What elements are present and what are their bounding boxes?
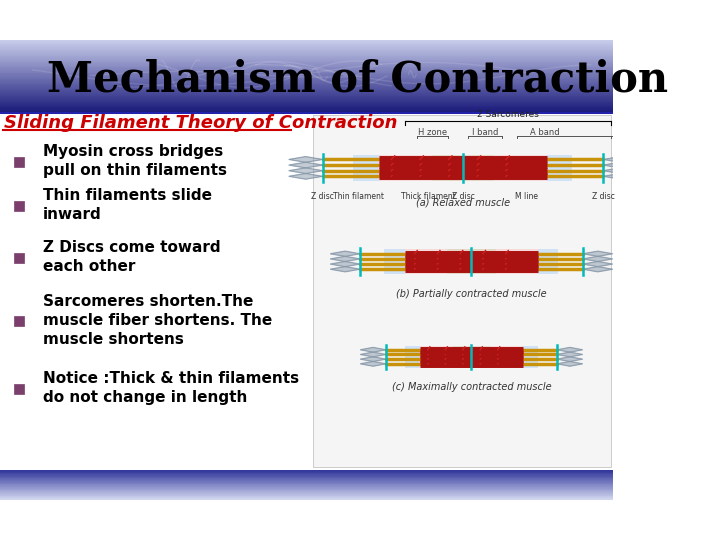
Text: Sarcomeres shorten.The
muscle fiber shortens. The
muscle shortens: Sarcomeres shorten.The muscle fiber shor…: [42, 294, 272, 347]
Polygon shape: [289, 157, 323, 163]
Bar: [405, 249, 539, 274]
Polygon shape: [583, 261, 613, 267]
Polygon shape: [583, 267, 613, 272]
Bar: [547, 154, 572, 181]
Text: Mechanism of Contraction: Mechanism of Contraction: [47, 58, 668, 100]
Bar: [420, 346, 523, 368]
Polygon shape: [360, 352, 386, 357]
Bar: [14, 157, 24, 167]
Polygon shape: [603, 168, 637, 173]
Text: H zone: H zone: [418, 129, 447, 138]
Bar: [432, 154, 494, 181]
Polygon shape: [289, 162, 323, 168]
Text: Z Discs come toward
each other: Z Discs come toward each other: [42, 240, 220, 274]
Text: Sliding Filament Theory of Contraction: Sliding Filament Theory of Contraction: [4, 114, 397, 132]
Bar: [379, 154, 547, 181]
Bar: [354, 154, 379, 181]
Bar: [453, 346, 490, 368]
Polygon shape: [603, 173, 637, 179]
Text: Z disc: Z disc: [451, 192, 474, 201]
Polygon shape: [360, 361, 386, 366]
Bar: [447, 249, 496, 274]
Polygon shape: [330, 261, 360, 267]
Bar: [405, 346, 420, 368]
Text: Z disc: Z disc: [592, 192, 615, 201]
Text: Thin filament: Thin filament: [333, 192, 384, 201]
Text: Thick filament: Thick filament: [401, 192, 456, 201]
Text: Myosin cross bridges
pull on thin filaments: Myosin cross bridges pull on thin filame…: [42, 144, 227, 178]
Text: (c) Maximally contracted muscle: (c) Maximally contracted muscle: [392, 382, 552, 393]
Text: A band: A band: [530, 129, 559, 138]
Text: I band: I band: [472, 129, 498, 138]
Polygon shape: [583, 256, 613, 261]
Polygon shape: [289, 173, 323, 179]
Polygon shape: [360, 357, 386, 361]
Bar: [14, 384, 24, 394]
Bar: [539, 249, 559, 274]
Bar: [313, 115, 611, 468]
Bar: [384, 249, 405, 274]
Polygon shape: [603, 162, 637, 168]
Polygon shape: [330, 267, 360, 272]
Polygon shape: [330, 251, 360, 256]
Polygon shape: [557, 347, 582, 352]
Text: Z disc: Z disc: [311, 192, 334, 201]
Polygon shape: [557, 357, 582, 361]
Polygon shape: [603, 157, 637, 163]
Bar: [14, 201, 24, 211]
Text: (b) Partially contracted muscle: (b) Partially contracted muscle: [396, 289, 546, 299]
Polygon shape: [289, 168, 323, 173]
Bar: [14, 253, 24, 263]
Text: (a) Relaxed muscle: (a) Relaxed muscle: [416, 197, 510, 207]
Text: Thin filaments slide
inward: Thin filaments slide inward: [42, 188, 212, 222]
Polygon shape: [557, 352, 582, 357]
Bar: [523, 346, 539, 368]
Bar: [14, 316, 24, 326]
Polygon shape: [360, 347, 386, 352]
Polygon shape: [583, 251, 613, 256]
Text: 2 Sarcomeres: 2 Sarcomeres: [477, 110, 539, 118]
Polygon shape: [557, 361, 582, 366]
Polygon shape: [330, 256, 360, 261]
Text: Notice :Thick & thin filaments
do not change in length: Notice :Thick & thin filaments do not ch…: [42, 371, 299, 406]
Text: M line: M line: [516, 192, 539, 201]
